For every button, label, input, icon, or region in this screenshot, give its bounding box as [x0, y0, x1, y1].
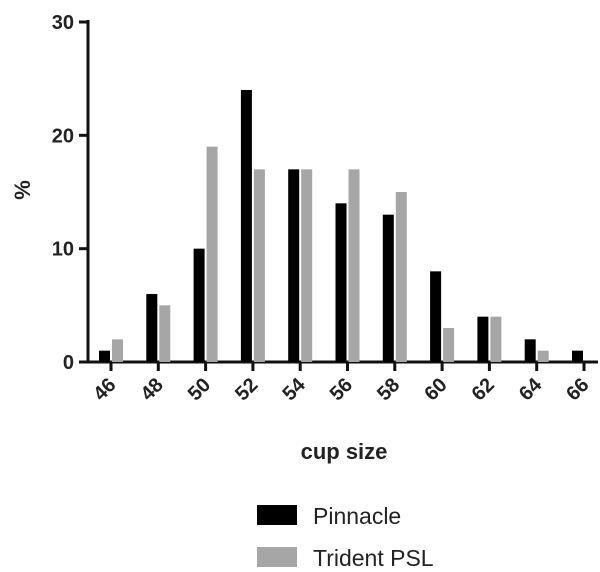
bar-trident-psl-58 — [395, 192, 407, 362]
bar-pinnacle-64 — [524, 339, 536, 362]
bar-pinnacle-50 — [193, 248, 205, 362]
bar-trident-psl-54 — [301, 169, 313, 362]
bar-pinnacle-60 — [430, 271, 442, 362]
x-tick-label: 54 — [278, 373, 310, 405]
legend-label-pinnacle: Pinnacle — [313, 503, 401, 529]
bar-trident-psl-50 — [206, 146, 218, 362]
x-tick-label: 48 — [137, 374, 168, 405]
bar-trident-psl-64 — [537, 350, 549, 362]
bar-pinnacle-48 — [146, 294, 158, 362]
y-tick-label: 0 — [63, 352, 74, 374]
bar-trident-psl-62 — [490, 316, 502, 362]
bar-trident-psl-52 — [253, 169, 265, 362]
bar-trident-psl-56 — [348, 169, 360, 362]
y-tick-label: 30 — [52, 12, 74, 34]
legend: Pinnacle Trident PSL — [257, 503, 434, 571]
x-tick-label: 66 — [562, 374, 593, 405]
x-tick-label: 56 — [326, 374, 357, 405]
x-tick-label: 62 — [468, 374, 499, 405]
x-tick-label: 58 — [373, 374, 404, 405]
x-tick-label: 50 — [184, 374, 215, 405]
x-tick-label: 52 — [231, 374, 262, 405]
bar-pinnacle-46 — [99, 350, 110, 362]
legend-label-trident-psl: Trident PSL — [313, 545, 434, 571]
x-axis: 46 48 50 52 54 56 58 60 62 64 66 — [86, 360, 598, 405]
y-tick-label: 20 — [52, 125, 74, 147]
y-tick-label: 10 — [52, 239, 74, 261]
bars — [99, 90, 583, 362]
bar-trident-psl-46 — [112, 339, 123, 362]
legend-swatch-pinnacle — [257, 505, 297, 525]
bar-trident-psl-60 — [443, 328, 455, 362]
bar-pinnacle-52 — [240, 90, 252, 362]
y-axis: 0 10 20 30 — [52, 12, 90, 374]
x-tick-label: 46 — [89, 374, 120, 405]
y-axis-title: % — [10, 180, 35, 200]
bar-pinnacle-66 — [572, 350, 583, 362]
bar-pinnacle-54 — [288, 169, 300, 362]
bar-pinnacle-62 — [477, 316, 489, 362]
x-tick-label: 60 — [420, 374, 451, 405]
legend-swatch-trident-psl — [257, 547, 297, 567]
bar-trident-psl-48 — [159, 305, 171, 362]
bar-pinnacle-58 — [382, 214, 394, 362]
x-axis-title: cup size — [301, 439, 388, 464]
bar-pinnacle-56 — [335, 203, 347, 362]
x-tick-label: 64 — [515, 373, 547, 405]
